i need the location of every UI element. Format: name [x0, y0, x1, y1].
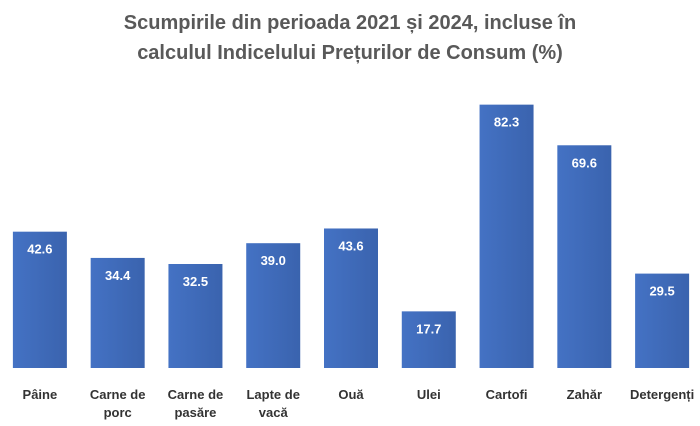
data-label-2: 32.5 — [183, 274, 208, 289]
bars-layer — [12, 104, 690, 368]
chart-title-line-1: Scumpirile din perioada 2021 și 2024, in… — [123, 12, 577, 34]
bar-0 — [12, 231, 67, 368]
data-label-4: 43.6 — [338, 238, 363, 253]
category-label-2-line-1: pasăre — [174, 405, 216, 420]
bar-8 — [635, 273, 690, 368]
bar-4 — [324, 228, 378, 368]
bar-5 — [401, 311, 456, 368]
bar-2 — [168, 264, 223, 368]
bar-7 — [557, 145, 612, 368]
data-label-5: 17.7 — [416, 321, 441, 336]
category-label-3-line-0: Lapte de — [246, 387, 299, 402]
category-label-5-line-0: Ulei — [417, 387, 441, 402]
category-label-1-line-1: porc — [104, 405, 132, 420]
category-label-3-line-1: vacă — [259, 405, 289, 420]
labels-layer: 42.6 Pâine 34.4 Carne de porc 32.5 Carne de pas… — [23, 115, 695, 420]
category-label-7-line-0: Zahăr — [567, 387, 602, 402]
chart-title: Scumpirile din perioada 2021 și 2024, in… — [0, 8, 700, 68]
data-label-3: 39.0 — [261, 253, 286, 268]
bar-3 — [246, 243, 301, 368]
category-label-2-line-0: Carne de — [168, 387, 224, 402]
data-label-0: 42.6 — [27, 242, 52, 257]
data-label-7: 69.6 — [572, 155, 597, 170]
category-label-8-line-0: Detergenți — [630, 387, 694, 402]
data-label-8: 29.5 — [649, 284, 674, 299]
data-label-1: 34.4 — [105, 268, 131, 283]
category-label-1-line-0: Carne de — [90, 387, 146, 402]
category-label-6-line-0: Cartofi — [486, 387, 528, 402]
category-label-0-line-0: Pâine — [23, 387, 58, 402]
data-label-6: 82.3 — [494, 115, 519, 130]
bar-1 — [90, 257, 145, 368]
bar-6 — [479, 104, 534, 368]
category-label-4-line-0: Ouă — [338, 387, 364, 402]
chart-title-line-2: calculul Indicelului Prețurilor de Consu… — [137, 42, 563, 64]
